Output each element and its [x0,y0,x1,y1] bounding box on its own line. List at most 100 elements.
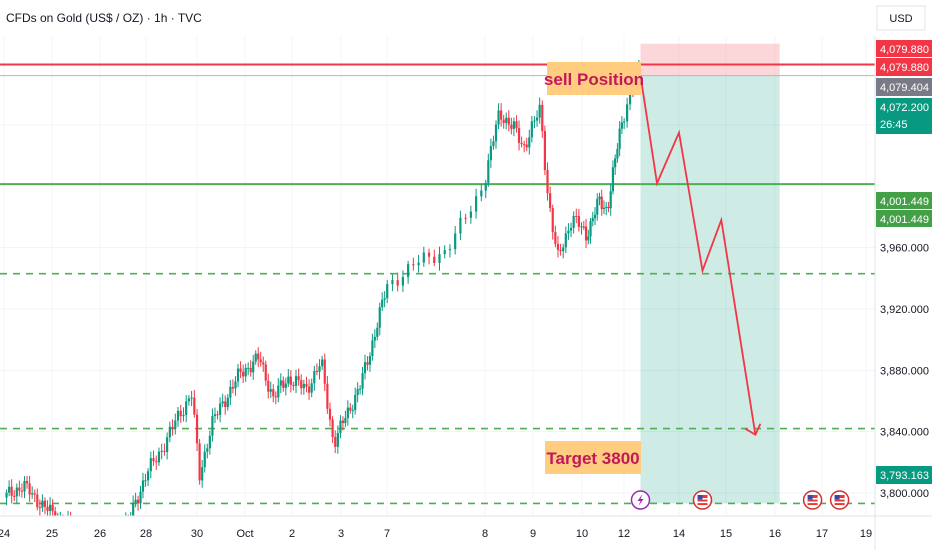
candle-body [122,532,124,536]
candle-body [494,124,498,142]
candle-body [366,362,369,365]
candle-body [193,397,196,415]
candle-body [520,142,523,145]
time-tick-label: 19 [860,528,872,540]
candle-body [582,226,585,228]
time-tick-label: 28 [140,528,152,540]
candle-body [5,492,8,498]
candle-body [269,389,272,392]
candle-body [166,437,169,452]
candle-body [596,199,599,215]
candle-body [359,388,362,390]
candle-body [515,121,518,129]
time-tick-label: 26 [94,528,106,540]
candle-body [556,243,560,250]
candle-body [190,397,193,399]
candle-body [302,383,305,389]
candle-body [108,534,110,546]
candle-body [300,380,303,389]
candle-body [349,407,352,411]
time-tick-label: 10 [576,528,588,540]
candle-body [41,500,44,508]
candle-body [339,420,342,433]
price-tag-label: 4,079.880 [880,44,929,56]
candle-body [287,376,290,384]
time-tick-label: 24 [0,528,10,540]
candle-body [551,208,554,232]
candle-body [611,167,615,192]
candle-body [605,206,608,208]
candle-body [525,144,528,148]
candle-body [211,416,214,436]
candle-body [10,486,13,496]
candle-body [401,277,404,286]
candle-body [427,252,431,257]
time-tick-label: 8 [482,528,488,540]
time-tick-label: 15 [720,528,732,540]
candle-body [523,144,526,146]
chart-title: CFDs on Gold (US$ / OZ) · 1h · TVC [6,11,202,25]
candle-body [569,227,573,231]
candle-body [213,414,217,417]
candle-body [315,370,319,372]
flag-canton [834,495,840,500]
candle-body [443,250,446,255]
price-tag-label: 3,793.163 [880,470,929,482]
candle-body [620,122,623,129]
flag-canton [807,495,813,500]
candle-body [15,487,18,497]
candle-body [72,528,74,534]
candle-body [87,534,89,542]
candle-body [179,410,182,417]
price-axis[interactable]: 4,040.0003,960.0003,920.0003,880.0003,84… [880,120,929,500]
candle-body [75,529,77,534]
candle-body [244,367,247,377]
candle-body [580,226,583,228]
candle-body [38,507,41,509]
candle-body [218,403,222,415]
candle-body [134,499,137,503]
candle-body [584,226,588,241]
candle-body [598,196,601,200]
candle-body [356,389,359,395]
lightning-glyph [637,494,644,506]
candle-body [110,531,112,534]
candle-body [18,487,21,491]
candle-body [136,499,140,504]
candle-body [378,307,381,328]
candle-body [279,380,282,386]
candle-body [564,233,567,248]
candle-body [247,367,250,369]
currency-button[interactable] [876,5,926,31]
projection-line [639,75,757,435]
candle-body [85,534,87,536]
candle-body [152,458,155,462]
candle-body [90,539,92,542]
candle-body [157,451,161,463]
price-tag-label: 4,079.880 [880,62,929,74]
price-tag-countdown: 26:45 [880,119,908,131]
time-axis[interactable]: 24 25 26 28 30 Oct 2 3 7 8 9 10 12 14 15 16 17 19 [0,528,872,540]
candle-body [25,480,29,484]
candle-body [307,386,311,393]
price-tick-label: 3,800.000 [880,488,929,500]
time-tick-label: 3 [338,528,344,540]
candle-body [391,280,394,285]
flag-canton [697,495,703,500]
candle-body [386,284,389,299]
annotation-box [545,441,641,474]
flag-stripe [834,501,845,504]
time-tick-label: Oct [236,528,253,540]
candle-body [20,490,24,492]
candle-body [221,401,224,404]
price-tag [876,40,932,57]
candle-body [254,353,257,362]
candle-body [489,146,492,161]
candle-body [208,435,211,449]
candle-body [562,247,565,252]
candle-body [533,120,536,122]
price-tag [876,98,932,134]
candle-body [282,380,285,388]
price-tags: 4,079.880 4,079.880 4,079.404 4,072.200 26:4… [876,40,932,484]
